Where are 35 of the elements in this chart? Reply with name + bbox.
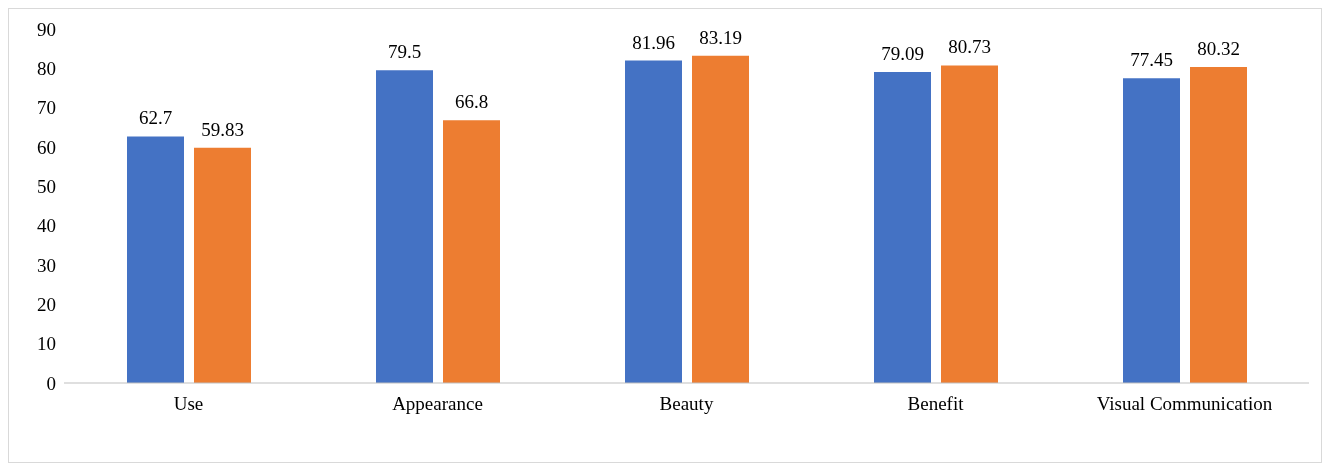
- y-tick-label: 70: [37, 97, 56, 119]
- x-tick-label: Benefit: [907, 393, 965, 415]
- data-label: 62.7: [138, 107, 173, 129]
- data-label: 79.5: [387, 41, 422, 63]
- bar: [127, 136, 184, 383]
- data-label: 81.96: [632, 31, 675, 53]
- y-tick-label: 10: [37, 333, 56, 355]
- data-label: 80.73: [948, 36, 991, 58]
- y-tick-label: 0: [46, 372, 56, 394]
- bar: [625, 60, 682, 383]
- y-tick-label: 40: [37, 215, 56, 237]
- x-tick-label: Appearance: [392, 393, 483, 415]
- bar: [376, 70, 433, 383]
- x-tick-label: Visual Communication: [1096, 393, 1273, 415]
- data-label: 59.83: [201, 118, 244, 140]
- y-tick-label: 20: [37, 294, 56, 316]
- data-label: 66.8: [454, 91, 489, 113]
- bar: [1190, 67, 1247, 383]
- y-tick-label: 80: [37, 58, 56, 80]
- x-tick-label: Beauty: [659, 393, 714, 415]
- bar: [194, 147, 251, 383]
- bar: [1123, 78, 1180, 383]
- y-tick-label: 50: [37, 176, 56, 198]
- data-label: 83.19: [699, 26, 742, 48]
- y-tick-label: 60: [37, 136, 56, 158]
- bar: [692, 55, 749, 383]
- data-label: 79.09: [881, 42, 924, 64]
- y-tick-label: 90: [37, 18, 56, 40]
- bar: [443, 120, 500, 383]
- x-tick-label: Use: [173, 393, 204, 415]
- bar: [941, 65, 998, 383]
- data-label: 80.32: [1197, 38, 1240, 60]
- bar: [874, 71, 931, 383]
- y-tick-label: 30: [37, 254, 56, 276]
- data-label: 77.45: [1130, 49, 1173, 71]
